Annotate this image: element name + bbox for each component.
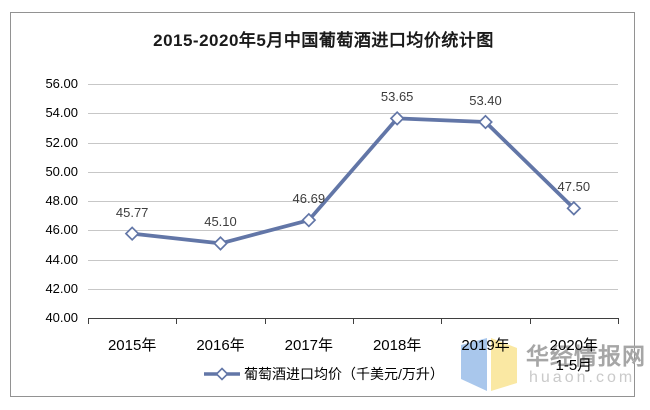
y-tick-label: 48.00 (45, 193, 78, 208)
y-tick-label: 56.00 (45, 76, 78, 91)
data-label: 47.50 (557, 179, 591, 195)
watermark-name: 华经情报网 (526, 343, 646, 369)
gridline (88, 201, 618, 202)
legend: 葡萄酒进口均价（千美元/万升） (10, 364, 637, 384)
y-tick-label: 42.00 (45, 280, 78, 296)
diamond-marker (478, 114, 493, 130)
y-tick-label: 52.00 (45, 134, 78, 150)
gridline (88, 171, 618, 173)
x-axis-label: 2020年 1-5月 (549, 337, 599, 375)
x-tick-mark (176, 319, 178, 324)
gridline (88, 113, 618, 115)
y-tick-label: 46.00 (45, 222, 78, 238)
x-axis-label: 2016年 (196, 337, 245, 354)
data-label: 45.77 (115, 204, 149, 220)
diamond-marker (566, 200, 582, 216)
series-line (131, 116, 576, 246)
gridline (88, 259, 618, 261)
x-axis-label: 2015年 (107, 337, 157, 354)
x-tick-mark (441, 319, 443, 324)
legend-line-diamond-icon (204, 367, 241, 381)
x-axis-label: 2017年 (284, 337, 334, 354)
watermark-domain: huaon.com (529, 369, 636, 386)
y-tick-label: 44.00 (45, 251, 78, 267)
y-tick-label: 54.00 (45, 105, 78, 121)
x-tick-mark (353, 319, 354, 324)
data-label: 53.65 (380, 89, 414, 105)
gridline (88, 288, 618, 290)
chart-title: 2015-2020年5月中国葡萄酒进口均价统计图 (153, 31, 494, 50)
y-tick-label: 50.00 (45, 163, 78, 179)
x-axis-label: 2018年 (372, 337, 422, 354)
diamond-marker (301, 212, 317, 228)
x-axis-label: 2019年 (461, 337, 510, 354)
x-tick-mark (618, 319, 619, 324)
gridline (88, 142, 618, 144)
legend-label: 葡萄酒进口均价（千美元/万升） (244, 366, 444, 382)
y-tick-label: 40.00 (45, 310, 78, 325)
diamond-marker (389, 110, 405, 126)
x-tick-mark (529, 319, 531, 324)
line-series-plot (124, 110, 582, 251)
x-axis-line (88, 318, 619, 319)
data-label: 53.40 (469, 93, 502, 109)
gridline (88, 84, 618, 85)
x-tick-mark (88, 319, 89, 324)
gridline (88, 230, 618, 232)
huaon-logo-icon (461, 338, 517, 391)
data-label: 46.69 (292, 191, 326, 207)
data-label: 45.10 (204, 214, 237, 230)
diamond-marker (124, 226, 140, 242)
diamond-marker (213, 236, 228, 251)
x-tick-mark (264, 319, 266, 324)
